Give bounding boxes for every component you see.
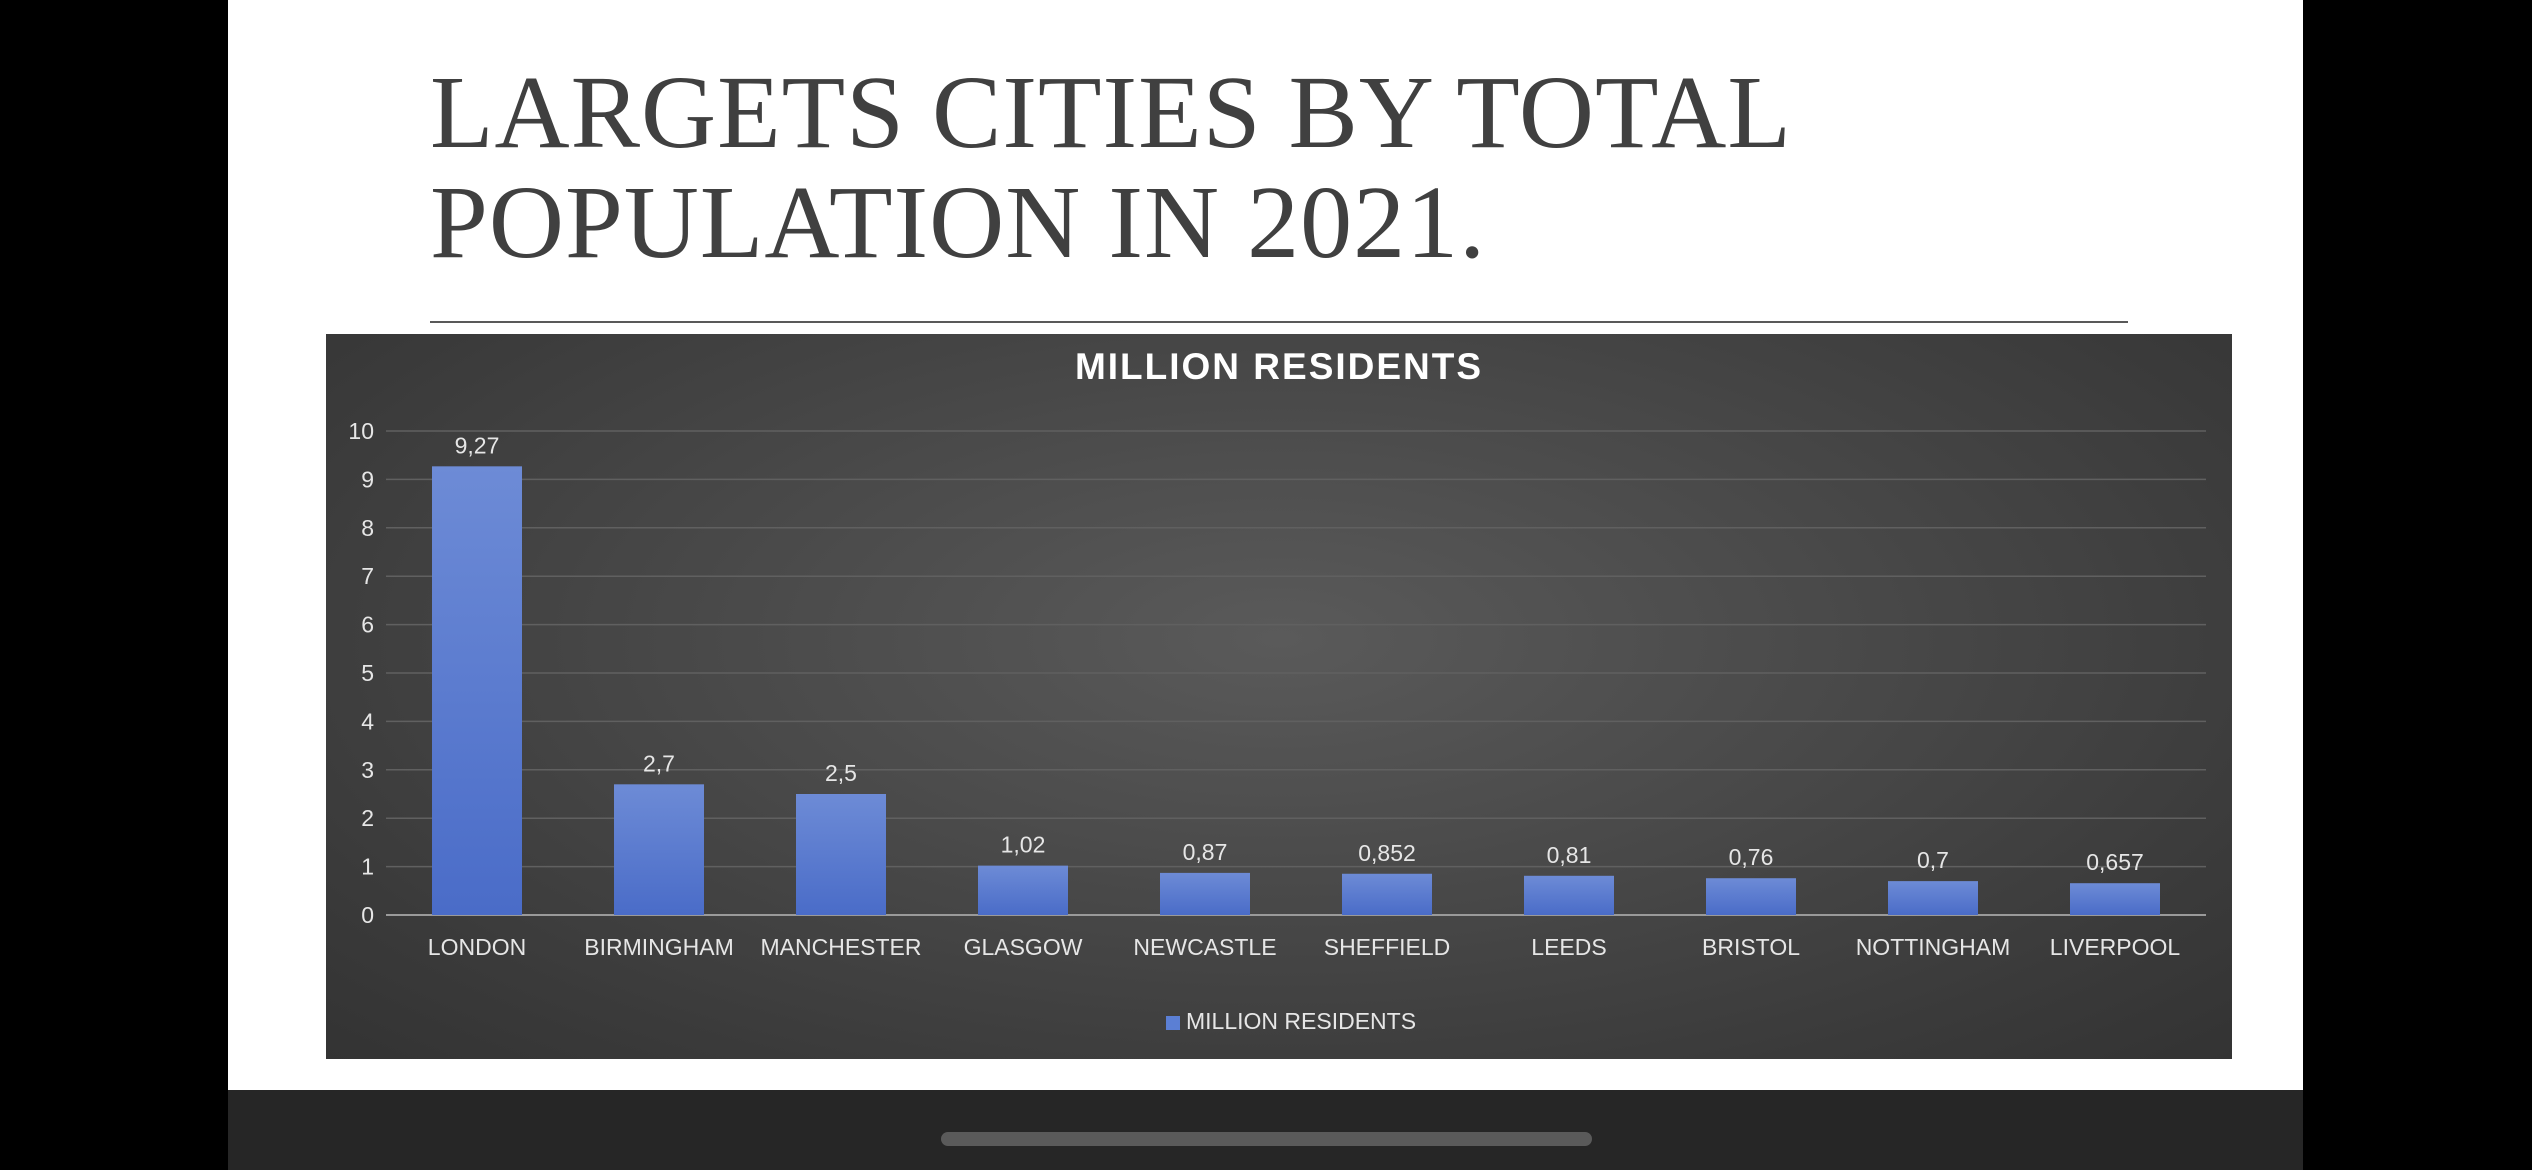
- x-axis-ticks: LONDON BIRMINGHAM MANCHESTER GLASGOW NEWCAST…: [428, 934, 2181, 960]
- data-label: 0,7: [1917, 847, 1949, 873]
- y-tick-label: 9: [361, 466, 374, 492]
- y-tick-label: 2: [361, 805, 374, 831]
- chart-area: MILLION RESIDENTS 0 1 2 3 4 5 6 7 8 9 10 9,27 2,7 2,…: [326, 334, 2232, 1059]
- x-tick-label: NOTTINGHAM: [1856, 934, 2011, 960]
- bar-london: [432, 466, 522, 915]
- bar-leeds: [1524, 875, 1614, 915]
- y-tick-label: 10: [348, 418, 374, 444]
- x-tick-label: LIVERPOOL: [2050, 934, 2181, 960]
- y-tick-label: 7: [361, 563, 374, 589]
- x-tick-label: LONDON: [428, 934, 526, 960]
- data-labels: 9,27 2,7 2,5 1,02 0,87 0,852 0,81 0,76 0,7 0,657: [455, 432, 2144, 875]
- bar-birmingham: [614, 784, 704, 915]
- bar-glasgow: [978, 865, 1068, 915]
- bottom-bar: [228, 1090, 2303, 1170]
- data-label: 2,7: [643, 750, 675, 776]
- bar-liverpool: [2070, 883, 2160, 915]
- x-tick-label: LEEDS: [1531, 934, 1606, 960]
- data-label: 1,02: [1001, 832, 1046, 858]
- data-label: 0,81: [1547, 842, 1592, 868]
- x-tick-label: MANCHESTER: [760, 934, 921, 960]
- data-label: 0,852: [1358, 840, 1416, 866]
- chart-title: MILLION RESIDENTS: [1075, 346, 1483, 387]
- y-tick-label: 8: [361, 515, 374, 541]
- slide-title-line-1: LARGETS CITIES BY TOTAL: [430, 55, 1792, 170]
- y-tick-label: 3: [361, 757, 374, 783]
- legend: MILLION RESIDENTS: [1166, 1008, 1416, 1034]
- slide: LARGETS CITIES BY TOTAL POPULATION IN 20…: [228, 0, 2303, 1090]
- slide-title: LARGETS CITIES BY TOTAL POPULATION IN 20…: [430, 58, 2230, 278]
- x-tick-label: SHEFFIELD: [1324, 934, 1451, 960]
- title-divider: [430, 321, 2128, 323]
- x-tick-label: BIRMINGHAM: [584, 934, 734, 960]
- y-tick-label: 5: [361, 660, 374, 686]
- home-indicator[interactable]: [941, 1132, 1592, 1146]
- x-tick-label: BRISTOL: [1702, 934, 1800, 960]
- data-label: 0,657: [2086, 849, 2144, 875]
- x-tick-label: GLASGOW: [964, 934, 1083, 960]
- bars: [432, 466, 2160, 915]
- bar-chart: MILLION RESIDENTS 0 1 2 3 4 5 6 7 8 9 10 9,27 2,7 2,…: [348, 346, 2206, 1034]
- data-label: 9,27: [455, 432, 500, 458]
- bar-bristol: [1706, 878, 1796, 915]
- x-tick-label: NEWCASTLE: [1133, 934, 1276, 960]
- bar-sheffield: [1342, 873, 1432, 915]
- data-label: 2,5: [825, 760, 857, 786]
- legend-label: MILLION RESIDENTS: [1186, 1008, 1416, 1034]
- y-axis-ticks: 0 1 2 3 4 5 6 7 8 9 10: [348, 418, 374, 928]
- legend-swatch: [1166, 1016, 1180, 1030]
- bar-nottingham: [1888, 881, 1978, 915]
- y-tick-label: 6: [361, 612, 374, 638]
- bar-newcastle: [1160, 872, 1250, 915]
- y-tick-label: 0: [361, 902, 374, 928]
- data-label: 0,87: [1183, 839, 1228, 865]
- y-tick-label: 1: [361, 854, 374, 880]
- data-label: 0,76: [1729, 844, 1774, 870]
- slide-title-line-2: POPULATION IN 2021.: [430, 165, 1487, 280]
- y-tick-label: 4: [361, 708, 374, 734]
- bar-manchester: [796, 794, 886, 915]
